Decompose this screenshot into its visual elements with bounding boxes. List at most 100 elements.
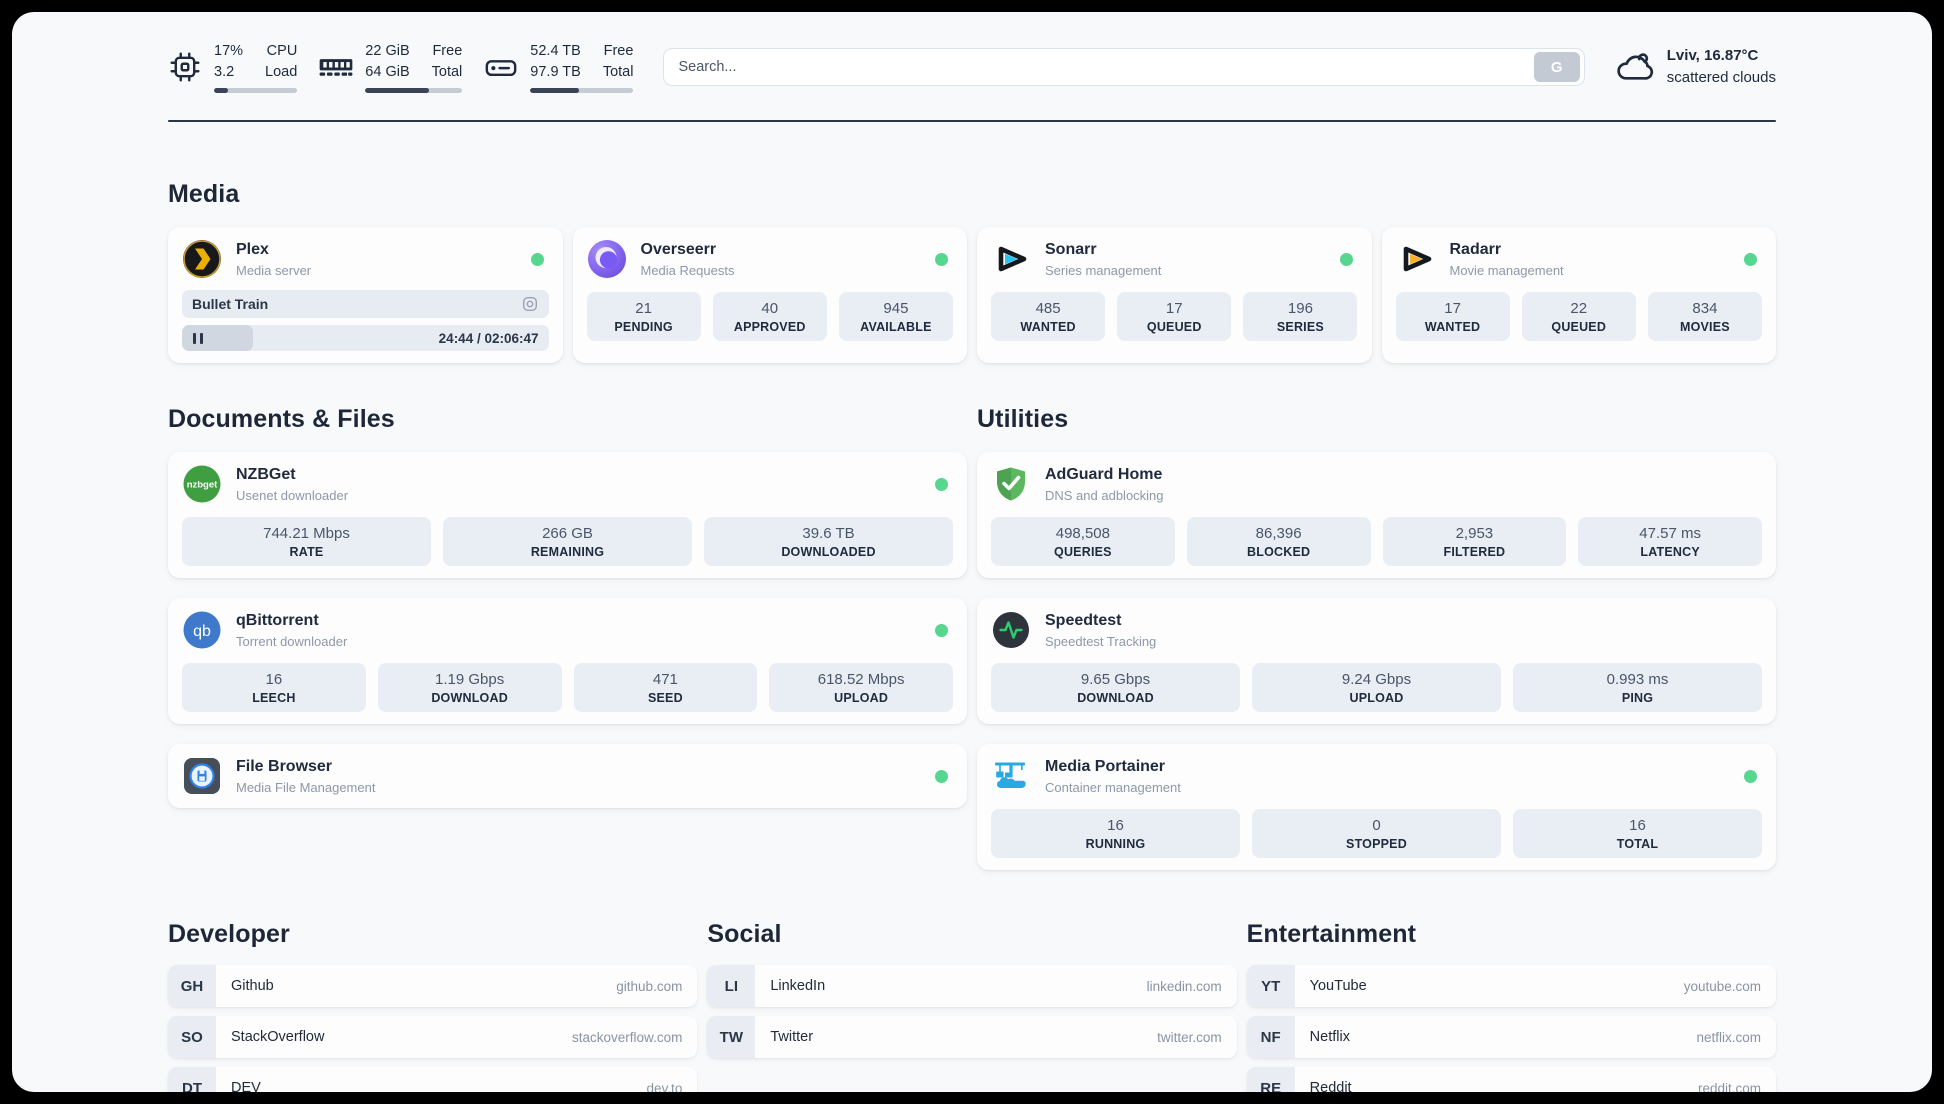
app-link-filebrowser[interactable]: File Browser Media File Management: [182, 756, 953, 796]
plex-icon: [182, 239, 222, 279]
bookmark-group-developer: Developer GH Github github.com SO StackO…: [168, 920, 698, 1093]
cpu-percent-label: CPU: [266, 42, 298, 59]
app-link-overseerr[interactable]: Overseerr Media Requests: [587, 239, 954, 279]
overseerr-icon: [587, 239, 627, 279]
dashboard-main: Media: [12, 180, 1932, 1092]
stat-block: 17 QUEUED: [1117, 292, 1232, 341]
search-bar[interactable]: G: [663, 48, 1585, 86]
plex-playback-bar: 24:44 / 02:06:47: [182, 325, 549, 351]
section-title-documents: Documents & Files: [168, 405, 395, 433]
stat-block: 9.24 Gbps UPLOAD: [1252, 663, 1501, 712]
bookmark-abbr: TW: [707, 1016, 756, 1058]
weather-location-temperature: Lviv, 16.87°C: [1666, 47, 1759, 65]
app-card-speedtest: Speedtest Speedtest Tracking 9.65 Gbps D…: [977, 598, 1776, 724]
disk-free-label: Free: [603, 42, 634, 59]
disk-free-value: 52.4 TB: [530, 42, 581, 59]
section-title-developer: Developer: [168, 920, 290, 948]
qbittorrent-icon: qb: [182, 610, 222, 650]
bookmark-linkedin[interactable]: LI LinkedIn linkedin.com: [707, 965, 1237, 1007]
stat-block: 86,396 BLOCKED: [1186, 517, 1371, 566]
app-name: Media Portainer: [1045, 758, 1166, 775]
stat-block: 834 MOVIES: [1647, 292, 1762, 341]
status-dot-online: [935, 769, 948, 783]
stat-block: 22 QUEUED: [1521, 292, 1636, 341]
memory-progress-fill: [365, 88, 430, 94]
cpu-load-value: 3.2: [214, 64, 235, 80]
app-link-adguard[interactable]: AdGuard Home DNS and adblocking: [991, 464, 1762, 504]
status-dot-online: [935, 477, 948, 491]
bookmark-name: DEV: [231, 1080, 261, 1092]
stat-block: 0.993 ms PING: [1513, 663, 1762, 712]
app-name: Plex: [236, 241, 269, 258]
bookmark-netflix[interactable]: NF Netflix netflix.com: [1246, 1016, 1776, 1058]
nzbget-icon: nzbget: [182, 464, 222, 504]
app-description: Usenet downloader: [236, 488, 349, 503]
disk-icon: [484, 50, 518, 84]
app-link-speedtest[interactable]: Speedtest Speedtest Tracking: [991, 610, 1762, 650]
bookmark-url: linkedin.com: [1146, 978, 1222, 994]
bookmark-url: netflix.com: [1696, 1029, 1761, 1045]
session-view-icon[interactable]: [521, 295, 539, 313]
app-link-qbittorrent[interactable]: qb qBittorrent Torrent downloader: [182, 610, 953, 650]
bookmark-url: reddit.com: [1697, 1080, 1761, 1093]
app-name: qBittorrent: [236, 612, 319, 629]
bookmark-twitter[interactable]: TW Twitter twitter.com: [707, 1016, 1237, 1058]
bookmark-url: dev.to: [646, 1080, 683, 1093]
search-engine-button[interactable]: G: [1533, 52, 1580, 82]
search-input[interactable]: [678, 59, 1534, 75]
playback-time: 24:44 / 02:06:47: [438, 330, 539, 346]
memory-free-value: 22 GiB: [365, 42, 410, 59]
pause-icon: [193, 332, 203, 344]
app-description: DNS and adblocking: [1045, 488, 1164, 503]
stat-block: 618.52 Mbps UPLOAD: [769, 663, 953, 712]
sonarr-icon: [991, 239, 1031, 279]
app-card-plex: Plex Media server Bullet Train: [168, 227, 563, 363]
bookmark-group-social: Social LI LinkedIn linkedin.com TW Twitt…: [707, 920, 1237, 1058]
section-media: Media: [168, 180, 1776, 363]
stat-block: 16 TOTAL: [1513, 809, 1762, 858]
stat-block: 21 PENDING: [586, 292, 701, 341]
portainer-crane-icon: [991, 756, 1031, 796]
app-link-radarr[interactable]: Radarr Movie management: [1396, 239, 1763, 279]
adguard-shield-icon: [991, 464, 1031, 504]
disk-widget: 52.4 TB 97.9 TB Free Total: [484, 41, 634, 94]
section-title-utilities: Utilities: [977, 405, 1069, 433]
cpu-load-label: Load: [265, 64, 298, 80]
app-name: AdGuard Home: [1045, 466, 1163, 483]
stat-block: 266 GB REMAINING: [443, 517, 692, 566]
app-link-plex[interactable]: Plex Media server: [182, 239, 549, 279]
stat-block: 945 AVAILABLE: [838, 292, 953, 341]
bookmark-stackoverflow[interactable]: SO StackOverflow stackoverflow.com: [168, 1016, 698, 1058]
bookmark-dev[interactable]: DT DEV dev.to: [168, 1067, 698, 1093]
app-link-nzbget[interactable]: nzbget NZBGet Usenet downloader: [182, 464, 953, 504]
stat-block: 196 SERIES: [1243, 292, 1358, 341]
cpu-percent-value: 17%: [214, 42, 244, 59]
bookmark-youtube[interactable]: YT YouTube youtube.com: [1246, 965, 1776, 1007]
bookmark-url: youtube.com: [1683, 978, 1761, 994]
weather-condition: scattered clouds: [1666, 69, 1776, 86]
status-dot-online: [530, 252, 544, 266]
bookmark-reddit[interactable]: RE Reddit reddit.com: [1246, 1067, 1776, 1093]
speedtest-pulse-icon: [991, 610, 1031, 650]
section-utilities: Utilities: [977, 405, 1776, 870]
app-card-portainer: Media Portainer Container management 16 …: [977, 744, 1776, 870]
stat-block: 1.19 Gbps DOWNLOAD: [377, 663, 562, 712]
status-dot-online: [935, 252, 948, 266]
stat-block: 16 LEECH: [182, 663, 366, 712]
memory-total-value: 64 GiB: [365, 64, 410, 80]
weather-widget: Lviv, 16.87°C scattered clouds: [1615, 45, 1776, 89]
app-link-sonarr[interactable]: Sonarr Series management: [991, 239, 1358, 279]
top-bar: 17% 3.2 CPU Load: [168, 38, 1776, 96]
ram-icon: [319, 50, 353, 84]
app-description: Torrent downloader: [236, 634, 348, 649]
section-title-social: Social: [707, 920, 782, 948]
app-card-sonarr: Sonarr Series management 485 WANTED: [977, 227, 1372, 363]
app-link-portainer[interactable]: Media Portainer Container management: [991, 756, 1762, 796]
stat-block: 0 STOPPED: [1252, 809, 1501, 858]
disk-total-label: Total: [602, 64, 634, 80]
filebrowser-icon: [182, 756, 222, 796]
stat-block: 47.57 ms LATENCY: [1578, 517, 1762, 566]
disk-progress-bar: [530, 88, 634, 94]
bookmark-github[interactable]: GH Github github.com: [168, 965, 698, 1007]
app-description: Media Requests: [640, 263, 735, 278]
